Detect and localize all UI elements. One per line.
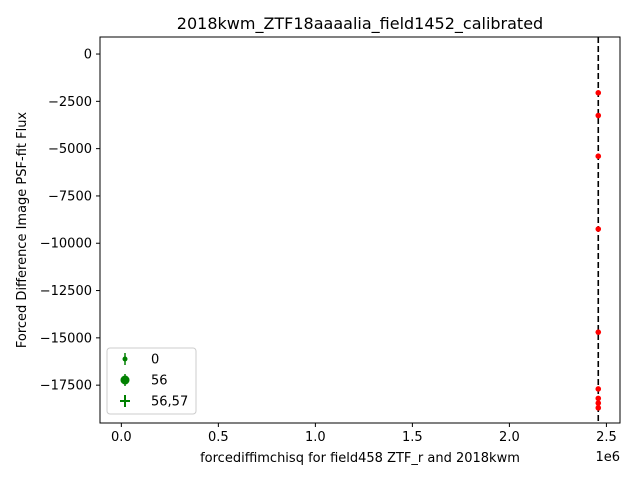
y-tick-label: −10000 bbox=[40, 237, 92, 252]
y-axis-label: Forced Difference Image PSF-fit Flux bbox=[15, 112, 30, 349]
chart-title: 2018kwm_ZTF18aaaalia_field1452_calibrate… bbox=[177, 14, 543, 34]
data-point bbox=[595, 112, 602, 119]
x-tick-label: 1.0 bbox=[305, 430, 326, 445]
legend-entry: 56,57 bbox=[120, 395, 188, 410]
legend-label: 0 bbox=[151, 353, 159, 368]
data-point bbox=[595, 153, 602, 160]
x-tick-label: 1.5 bbox=[402, 430, 423, 445]
y-tick-label: −2500 bbox=[48, 95, 92, 110]
x-axis: 0.0 0.5 1.0 1.5 2.0 2.5 bbox=[111, 423, 617, 445]
legend-marker bbox=[120, 375, 130, 385]
legend-box bbox=[106, 347, 197, 415]
data-point bbox=[595, 405, 602, 411]
data-point bbox=[595, 329, 602, 335]
y-tick-label: −12500 bbox=[40, 284, 92, 299]
legend-entry: 56 bbox=[120, 374, 168, 389]
plot-area bbox=[595, 37, 602, 423]
data-point bbox=[595, 90, 602, 96]
x-axis-label: forcediffimchisq for field458 ZTF_r and … bbox=[200, 451, 520, 466]
y-tick-label: −17500 bbox=[40, 379, 92, 394]
legend-label: 56,57 bbox=[151, 395, 188, 410]
legend-label: 56 bbox=[151, 374, 168, 389]
legend-marker bbox=[122, 356, 128, 362]
y-tick-label: 0 bbox=[84, 48, 92, 63]
legend: 0 56 56,57 bbox=[106, 347, 197, 415]
x-axis-offset-label: 1e6 bbox=[595, 450, 620, 465]
y-axis: 0 −2500 −5000 −7500 −10000 −12500 −15000 −17500 bbox=[40, 48, 100, 394]
x-tick-label: 0.0 bbox=[111, 430, 132, 445]
data-point bbox=[595, 395, 602, 402]
data-point bbox=[595, 386, 602, 392]
y-tick-label: −15000 bbox=[40, 331, 92, 346]
y-tick-label: −5000 bbox=[48, 142, 92, 157]
data-point bbox=[595, 226, 602, 232]
y-tick-label: −7500 bbox=[48, 189, 92, 204]
data-point bbox=[595, 400, 602, 406]
legend-entry: 0 bbox=[122, 353, 159, 368]
x-tick-label: 2.5 bbox=[596, 430, 617, 445]
x-tick-label: 2.0 bbox=[499, 430, 520, 445]
plot-frame bbox=[99, 36, 621, 424]
x-tick-label: 0.5 bbox=[208, 430, 229, 445]
